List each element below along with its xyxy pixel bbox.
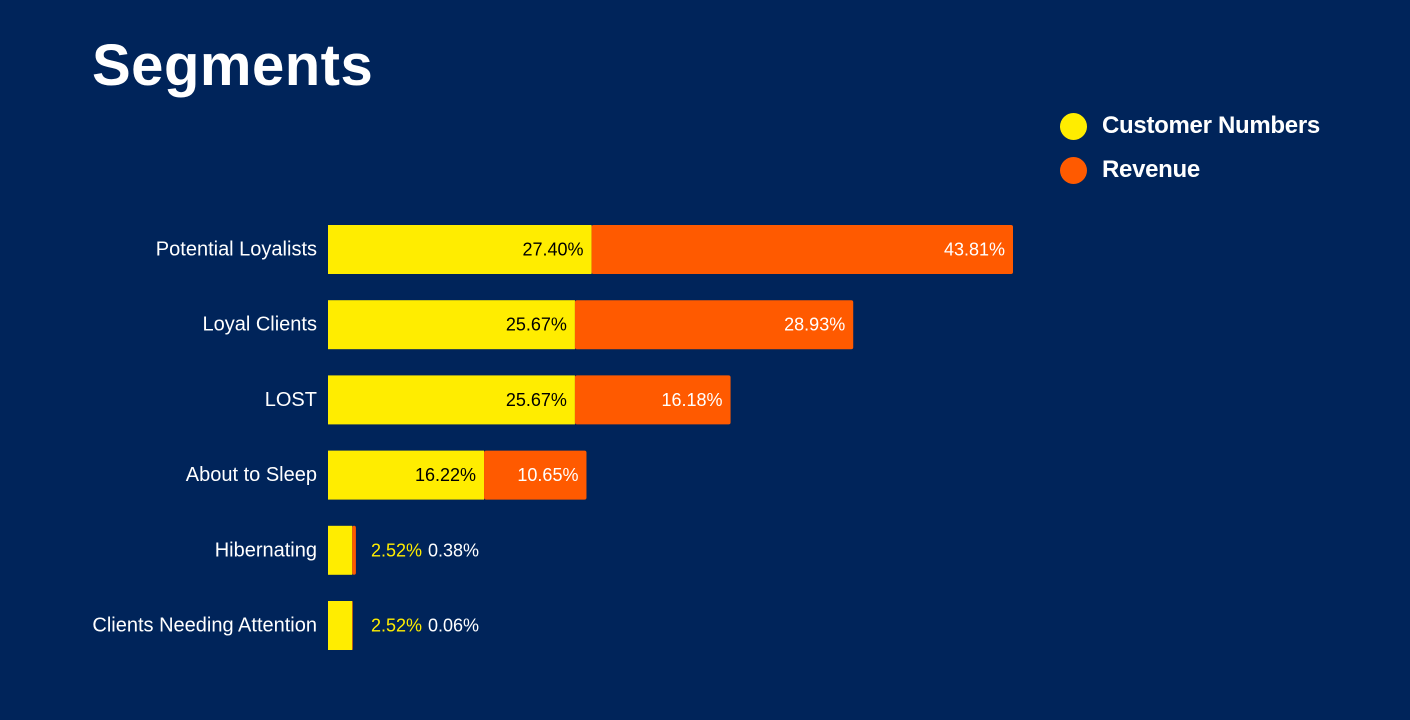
data-label-revenue-loyal-clients: 28.93% <box>784 315 845 335</box>
bar-revenue-loyal-clients <box>574 300 854 350</box>
bar-customer-numbers-potential-loyalists <box>328 225 592 274</box>
data-label-customer-numbers-hibernating: 2.52% <box>371 540 422 560</box>
data-label-customer-numbers-about-to-sleep: 16.22% <box>415 465 476 485</box>
data-label-customer-numbers-loyal-clients: 25.67% <box>506 315 567 335</box>
legend-item-customer-numbers: Customer Numbers <box>1060 104 1320 148</box>
data-label-revenue-about-to-sleep: 10.65% <box>517 465 578 485</box>
bar-customer-numbers-loyal-clients <box>328 300 575 350</box>
bar-customer-numbers-lost <box>328 375 575 425</box>
category-label-loyal-clients: Loyal Clients <box>202 314 317 336</box>
bar-revenue-lost <box>574 375 731 425</box>
data-label-revenue-clients-needing-attention: 0.06% <box>428 616 479 636</box>
category-label-clients-needing-attention: Clients Needing Attention <box>92 615 317 637</box>
data-label-revenue-lost: 16.18% <box>662 390 723 410</box>
chart-legend: Customer Numbers Revenue <box>1060 104 1320 192</box>
bar-revenue-clients-needing-attention <box>352 601 353 650</box>
category-label-potential-loyalists: Potential Loyalists <box>156 239 317 261</box>
legend-label-revenue: Revenue <box>1102 156 1200 183</box>
bar-revenue-potential-loyalists <box>591 225 1013 274</box>
legend-swatch-revenue <box>1060 156 1087 184</box>
data-label-customer-numbers-lost: 25.67% <box>506 390 567 410</box>
bar-revenue-hibernating <box>352 525 356 575</box>
bar-customer-numbers-about-to-sleep <box>328 450 485 500</box>
bar-customer-numbers-clients-needing-attention <box>328 601 353 650</box>
legend-item-revenue: Revenue <box>1060 148 1320 192</box>
bar-customer-numbers-hibernating <box>328 525 353 575</box>
data-label-revenue-potential-loyalists: 43.81% <box>944 240 1005 260</box>
bar-revenue-about-to-sleep <box>484 450 587 500</box>
legend-label-customer-numbers: Customer Numbers <box>1102 112 1320 139</box>
category-label-hibernating: Hibernating <box>215 539 317 561</box>
category-label-lost: LOST <box>265 389 317 411</box>
data-label-revenue-hibernating: 0.38% <box>428 540 479 560</box>
chart-title: Segments <box>92 33 374 98</box>
data-label-customer-numbers-clients-needing-attention: 2.52% <box>371 616 422 636</box>
category-label-about-to-sleep: About to Sleep <box>186 464 317 486</box>
legend-swatch-customer-numbers <box>1060 112 1087 140</box>
data-label-customer-numbers-potential-loyalists: 27.40% <box>523 240 584 260</box>
